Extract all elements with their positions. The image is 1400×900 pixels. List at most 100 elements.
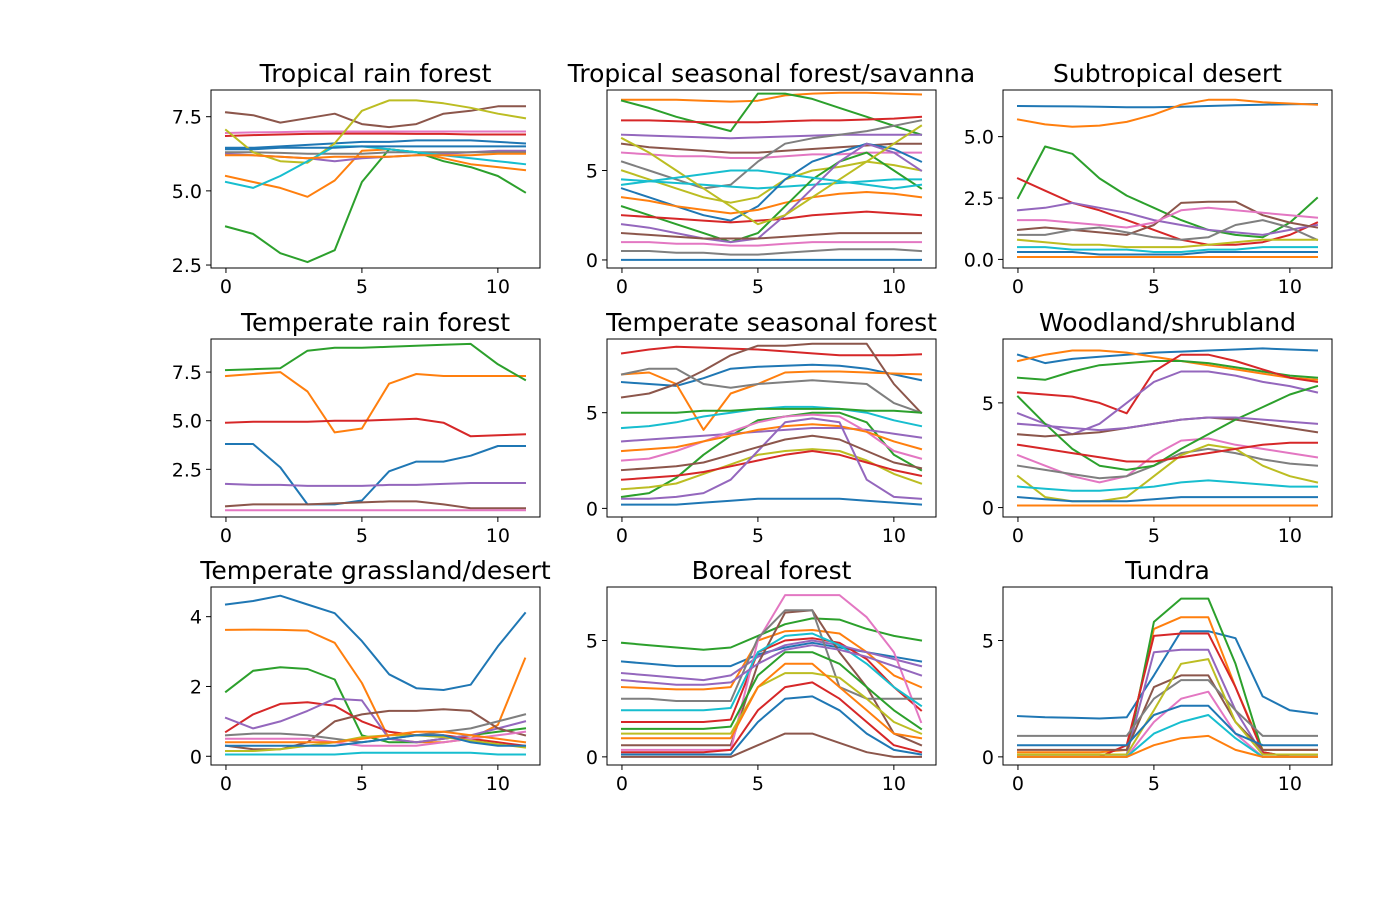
series-line bbox=[225, 751, 526, 756]
x-tick-label: 0 bbox=[220, 276, 232, 298]
series-line bbox=[224, 701, 527, 747]
series-line bbox=[225, 730, 527, 744]
x-tick-label: 5 bbox=[1148, 773, 1160, 795]
y-tick-label: 5.0 bbox=[964, 127, 994, 149]
series-line bbox=[620, 178, 922, 190]
series-group bbox=[224, 342, 527, 512]
axes-frame bbox=[1002, 586, 1333, 766]
series-group bbox=[1016, 347, 1319, 507]
series-line bbox=[620, 151, 923, 244]
subplot: 0 5 10 0 5 Tropical seasonal forest/savanna bbox=[567, 59, 975, 298]
y-tick-label: 2.5 bbox=[172, 255, 202, 277]
series-line bbox=[620, 124, 923, 226]
series-line bbox=[1016, 441, 1318, 463]
series-line bbox=[620, 617, 923, 651]
x-tick-label: 0 bbox=[616, 276, 628, 298]
subplot: 0 5 10 0 2 4 Temperate grassland/desert bbox=[190, 556, 551, 795]
series-line bbox=[224, 666, 527, 744]
series-line bbox=[225, 152, 526, 160]
series-line bbox=[1017, 734, 1318, 758]
series-line bbox=[621, 594, 923, 751]
x-tick-label: 5 bbox=[752, 525, 764, 547]
x-tick-label: 0 bbox=[1012, 773, 1024, 795]
subplot: 0 5 10 0 5 Boreal forest bbox=[586, 556, 937, 795]
y-tick-label: 0 bbox=[586, 747, 598, 769]
x-tick-label: 5 bbox=[752, 773, 764, 795]
x-tick-label: 5 bbox=[752, 276, 764, 298]
series-line bbox=[1016, 98, 1319, 128]
series-line bbox=[1017, 206, 1319, 229]
subplot-title: Tundra bbox=[1124, 556, 1210, 585]
y-tick-label: 0 bbox=[190, 746, 202, 768]
series-line bbox=[620, 644, 923, 686]
x-tick-label: 5 bbox=[1148, 276, 1160, 298]
series-line bbox=[1016, 370, 1319, 436]
subplot-title: Subtropical desert bbox=[1053, 59, 1282, 88]
series-line bbox=[224, 148, 527, 264]
series-line bbox=[1016, 630, 1319, 720]
subplot: 0 5 10 0 5 Temperate seasonal forest bbox=[586, 308, 937, 547]
series-line bbox=[224, 482, 526, 487]
series-line bbox=[1016, 447, 1319, 480]
series-line bbox=[1017, 251, 1318, 256]
subplot-title: Boreal forest bbox=[692, 556, 852, 585]
series-line bbox=[1016, 416, 1319, 432]
x-tick-label: 0 bbox=[616, 773, 628, 795]
series-group bbox=[620, 594, 923, 758]
series-line bbox=[1017, 219, 1319, 242]
series-line bbox=[621, 732, 922, 758]
series-line bbox=[225, 730, 527, 747]
subplot: 0 5 10 0 5 Woodland/shrubland bbox=[982, 308, 1333, 547]
subplot-title: Temperate grassland/desert bbox=[199, 556, 551, 585]
axes-frame bbox=[1002, 89, 1333, 269]
series-line bbox=[620, 427, 923, 443]
series-line bbox=[621, 695, 923, 756]
series-group bbox=[620, 91, 923, 261]
series-line bbox=[224, 132, 526, 138]
series-line bbox=[1017, 658, 1318, 756]
series-line bbox=[224, 130, 526, 135]
series-line bbox=[621, 632, 923, 712]
axes-frame bbox=[606, 89, 937, 269]
series-group bbox=[620, 342, 923, 506]
x-tick-label: 5 bbox=[356, 525, 368, 547]
series-line bbox=[621, 637, 923, 723]
x-tick-label: 10 bbox=[882, 525, 906, 547]
x-tick-label: 10 bbox=[486, 773, 510, 795]
y-tick-label: 7.5 bbox=[172, 107, 202, 129]
series-line bbox=[1016, 479, 1318, 492]
subplot-title: Temperate seasonal forest bbox=[605, 308, 937, 337]
series-line bbox=[621, 681, 923, 754]
series-line bbox=[620, 92, 923, 136]
subplot: 0 5 10 0 5 Tundra bbox=[982, 556, 1333, 795]
series-line bbox=[620, 370, 923, 431]
y-tick-label: 4 bbox=[190, 607, 202, 629]
series-line bbox=[621, 497, 923, 506]
series-line bbox=[1017, 704, 1318, 747]
series-line bbox=[620, 345, 923, 357]
y-tick-label: 5 bbox=[982, 393, 994, 415]
series-line bbox=[224, 145, 527, 189]
x-tick-label: 0 bbox=[220, 773, 232, 795]
series-line bbox=[620, 413, 923, 462]
y-tick-label: 5.0 bbox=[172, 411, 202, 433]
series-line bbox=[1017, 674, 1318, 751]
series-line bbox=[621, 609, 922, 702]
axes-frame bbox=[210, 89, 541, 269]
y-tick-label: 5 bbox=[586, 403, 598, 425]
series-line bbox=[621, 248, 923, 256]
series-line bbox=[225, 151, 526, 155]
series-line bbox=[621, 609, 923, 747]
series-line bbox=[224, 500, 526, 510]
series-line bbox=[620, 367, 923, 414]
series-line bbox=[1016, 496, 1318, 503]
series-line bbox=[620, 133, 922, 140]
x-tick-label: 10 bbox=[1278, 525, 1302, 547]
y-tick-label: 0.0 bbox=[964, 249, 994, 271]
series-line bbox=[620, 232, 922, 240]
series-line bbox=[621, 662, 923, 740]
x-tick-label: 0 bbox=[1012, 276, 1024, 298]
y-tick-label: 5 bbox=[586, 631, 598, 653]
series-line bbox=[224, 148, 527, 198]
series-line bbox=[1016, 201, 1319, 236]
